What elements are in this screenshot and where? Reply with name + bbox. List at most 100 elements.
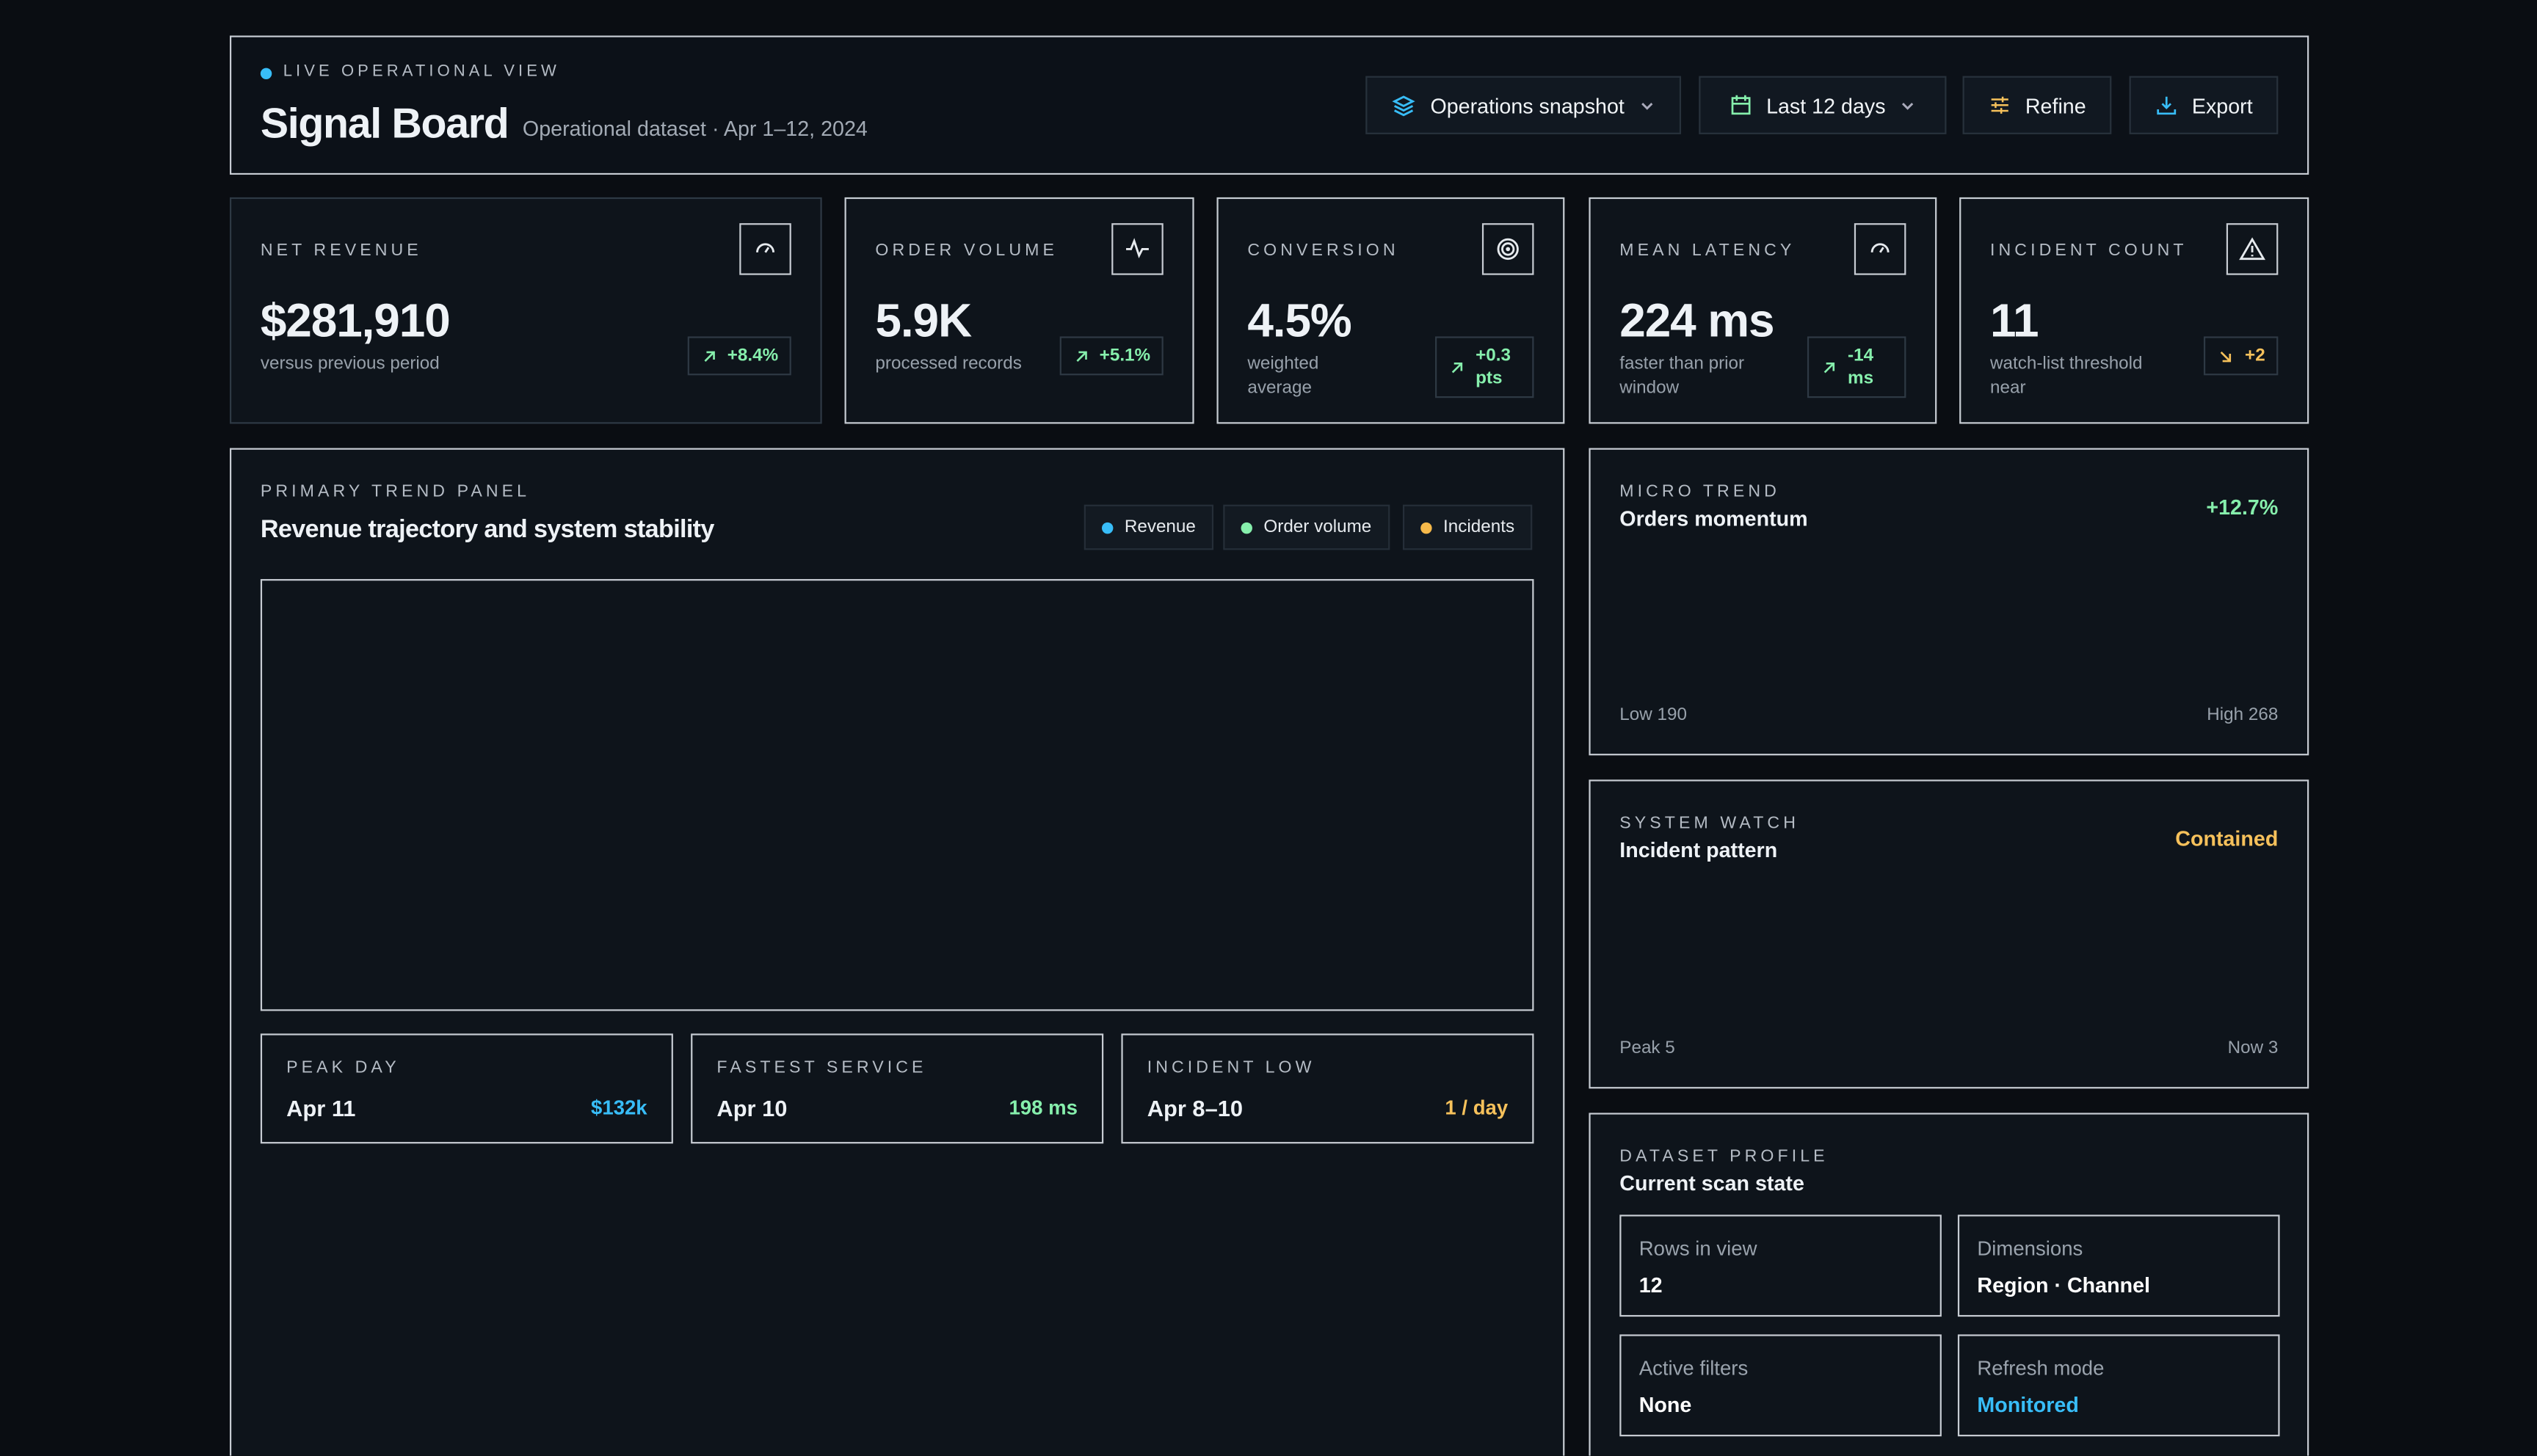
kpi-label: CONVERSION <box>1247 241 1399 261</box>
field-card: Dimensions Region · Channel <box>1957 1215 2280 1317</box>
eyebrow: PRIMARY TREND PANEL <box>260 481 531 502</box>
kpi-note: versus previous period <box>260 354 440 374</box>
eyebrow: MICRO TREND <box>1619 481 1780 502</box>
panel-title: Current scan state <box>1619 1171 1804 1195</box>
highlight-label: PEAK DAY <box>286 1058 400 1077</box>
kpi-value: 224 ms <box>1619 296 1774 348</box>
field-value: Region · Channel <box>1977 1273 2150 1297</box>
highlight-value: Apr 11 <box>286 1095 356 1121</box>
highlight-value: Apr 10 <box>716 1095 788 1121</box>
snapshot-dropdown[interactable]: Operations snapshot <box>1365 76 1682 134</box>
field-value: 12 <box>1638 1273 1663 1297</box>
icon <box>2156 96 2176 115</box>
kpi-card: ORDER VOLUME 5.9K processed records +5.1% <box>844 197 1194 424</box>
legend-text: Incidents <box>1443 517 1515 537</box>
highlight-value: Apr 8–10 <box>1147 1095 1244 1121</box>
kpi-card: INCIDENT COUNT 11 watch-list threshold nea… <box>1959 197 2309 424</box>
eyebrow: DATASET PROFILE <box>1619 1146 1829 1167</box>
refine-button[interactable]: Refine <box>1962 76 2112 134</box>
chart-frame <box>260 579 1534 1011</box>
kpi-icon <box>1111 223 1164 275</box>
trend-arrow <box>1451 361 1463 373</box>
label: Operations snapshot <box>1430 92 1625 117</box>
field-value: None <box>1638 1392 1692 1417</box>
field-label: Active filters <box>1638 1357 1749 1380</box>
field-card: Refresh mode Monitored <box>1957 1334 2280 1437</box>
delta-text: -14 ms <box>1848 346 1874 388</box>
chevron <box>1902 103 1914 110</box>
kpi-note: weighted average <box>1247 354 1319 398</box>
status-dot <box>260 68 272 79</box>
field-value: Monitored <box>1977 1392 2079 1417</box>
kpi-label: INCIDENT COUNT <box>1990 241 2188 261</box>
trend-arrow <box>703 350 714 361</box>
kpi-value: 11 <box>1990 296 2039 348</box>
range-high: Now 3 <box>2227 1038 2279 1058</box>
status-badge: +12.7% <box>2206 495 2279 520</box>
field-card: Rows in view 12 <box>1619 1215 1942 1317</box>
highlight-metric: 198 ms <box>1009 1096 1078 1120</box>
field-label: Refresh mode <box>1977 1357 2105 1380</box>
range-low: Low 190 <box>1619 705 1687 725</box>
eyebrow: SYSTEM WATCH <box>1619 813 1799 834</box>
field-card: Active filters None <box>1619 1334 1942 1437</box>
kpi-icon <box>2226 223 2279 275</box>
icon-glyph <box>1126 238 1149 258</box>
kpi-label: ORDER VOLUME <box>875 241 1058 261</box>
trend-arrow <box>1075 350 1086 361</box>
delta-text: +5.1% <box>1099 346 1151 366</box>
kpi-card: CONVERSION 4.5% weighted average +0.3 pts <box>1216 197 1565 424</box>
panel-title: Revenue trajectory and system stability <box>260 516 715 544</box>
icon-glyph <box>756 243 774 253</box>
label: Refine <box>2025 92 2086 117</box>
kpi-icon <box>1854 223 1906 275</box>
kpi-delta: +0.3 pts <box>1435 336 1534 398</box>
kpi-label: NET REVENUE <box>260 241 422 261</box>
icon-glyph <box>2239 237 2266 261</box>
kpi-value: 5.9K <box>875 296 972 348</box>
highlight-label: FASTEST SERVICE <box>716 1058 927 1077</box>
kpi-note: processed records <box>875 354 1022 374</box>
header: LIVE OPERATIONAL VIEW Signal Board Opera… <box>229 35 2309 175</box>
delta-text: +8.4% <box>727 346 779 366</box>
icon <box>1730 95 1750 115</box>
subtitle: Operational dataset · Apr 1–12, 2024 <box>522 116 868 141</box>
kpi-icon <box>739 223 791 275</box>
trend-arrow <box>1823 361 1835 373</box>
status-badge: Contained <box>2175 826 2279 851</box>
chevron <box>1641 103 1653 110</box>
kpi-delta: +2 <box>2204 336 2279 376</box>
kpi-icon <box>1481 223 1534 275</box>
legend-text: Revenue <box>1124 517 1196 537</box>
legend-dot <box>1420 521 1432 534</box>
delta-text: +2 <box>2245 346 2265 366</box>
icon-glyph <box>1870 243 1890 253</box>
icon-glyph <box>1497 238 1519 261</box>
kpi-note: watch-list threshold near <box>1990 354 2143 398</box>
legend-dot <box>1241 521 1252 534</box>
kpi-card: NET REVENUE $281,910 versus previous perio… <box>229 197 822 424</box>
label: Export <box>2191 92 2253 117</box>
kpi-card: MEAN LATENCY 224 ms faster than prior wind… <box>1589 197 1937 424</box>
legend-item: Incidents <box>1402 504 1533 550</box>
title: Signal Board <box>260 98 509 148</box>
panel-title: Orders momentum <box>1619 506 1808 531</box>
kpi-delta: -14 ms <box>1807 336 1906 398</box>
date-dropdown[interactable]: Last 12 days <box>1699 76 1947 134</box>
label: Last 12 days <box>1766 92 1886 117</box>
trend-arrow <box>2221 350 2232 362</box>
highlight-metric: $132k <box>591 1096 647 1120</box>
micro-trend-panel: MICRO TREND Orders momentum +12.7% Low 190 H… <box>1589 448 2309 756</box>
legend-item: Order volume <box>1223 504 1390 550</box>
kpi-delta: +8.4% <box>686 336 791 376</box>
field-label: Dimensions <box>1977 1237 2083 1260</box>
icon <box>1991 96 2008 114</box>
legend-text: Order volume <box>1263 517 1372 537</box>
kpi-delta: +5.1% <box>1059 336 1164 376</box>
highlight-card: INCIDENT LOW Apr 8–10 1 / day <box>1121 1033 1534 1144</box>
dataset-profile: DATASET PROFILE Current scan state Rows … <box>1589 1113 2309 1456</box>
export-button[interactable]: Export <box>2129 76 2279 134</box>
legend-dot <box>1101 521 1114 534</box>
